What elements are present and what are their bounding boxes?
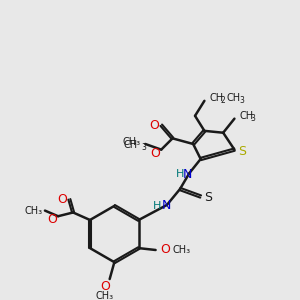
- Text: CH: CH: [227, 93, 241, 103]
- Text: O: O: [57, 193, 67, 206]
- Text: CH: CH: [209, 93, 223, 103]
- Text: O: O: [100, 280, 110, 293]
- Text: 3: 3: [141, 143, 146, 152]
- Text: CH: CH: [124, 140, 138, 150]
- Text: H: H: [153, 201, 162, 211]
- Text: O: O: [149, 119, 159, 132]
- Text: O: O: [151, 147, 160, 160]
- Text: CH₃: CH₃: [96, 291, 114, 300]
- Text: 3: 3: [239, 96, 244, 105]
- Text: N: N: [161, 200, 171, 212]
- Text: CH₃: CH₃: [172, 245, 190, 255]
- Text: 3: 3: [250, 114, 255, 123]
- Text: 2: 2: [220, 96, 225, 105]
- Text: CH₃: CH₃: [25, 206, 43, 216]
- Text: CH₃: CH₃: [122, 137, 140, 147]
- Text: CH: CH: [239, 111, 253, 121]
- Text: S: S: [238, 145, 246, 158]
- Text: H: H: [176, 169, 184, 179]
- Text: O: O: [160, 244, 170, 256]
- Text: N: N: [183, 167, 192, 181]
- Text: S: S: [204, 191, 212, 204]
- Text: O: O: [47, 212, 57, 226]
